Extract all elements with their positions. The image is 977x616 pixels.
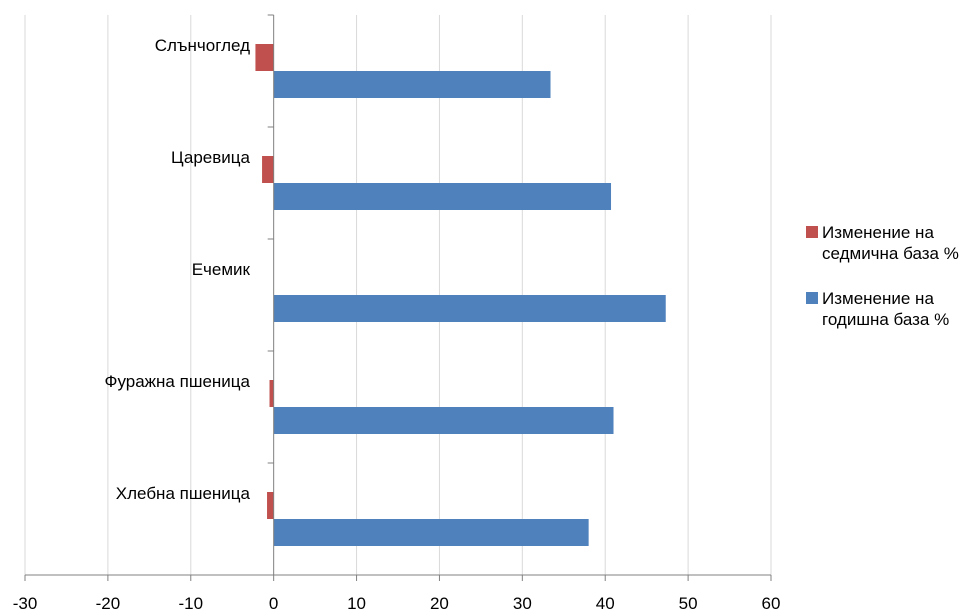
axes bbox=[24, 14, 772, 581]
x-tick-label: 50 bbox=[679, 594, 698, 613]
x-tick-label: 10 bbox=[347, 594, 366, 613]
bar-yearly-change bbox=[273, 71, 551, 98]
bar-yearly-change bbox=[273, 295, 666, 322]
x-tick-label: 20 bbox=[430, 594, 449, 613]
legend-label-weekly: Изменение на седмична база % bbox=[822, 223, 959, 263]
category-labels: Хлебна пшеница Фуражна пшеница Ечемик Царев… bbox=[105, 36, 251, 503]
x-tick-label: 0 bbox=[269, 594, 278, 613]
legend-item-weekly: Изменение на седмична база % bbox=[806, 222, 976, 264]
bar-yearly-change bbox=[273, 407, 614, 434]
bar-weekly-change bbox=[262, 156, 274, 183]
bar-weekly-change bbox=[255, 44, 274, 71]
x-tick-label: -20 bbox=[96, 594, 121, 613]
bar-yearly-change bbox=[273, 183, 612, 210]
x-tick-label: 60 bbox=[762, 594, 781, 613]
x-tick-label: 30 bbox=[513, 594, 532, 613]
bars bbox=[255, 44, 666, 546]
category-label: Фуражна пшеница bbox=[105, 372, 251, 391]
bar-weekly-change bbox=[267, 492, 274, 519]
legend-swatch-yearly bbox=[806, 292, 818, 304]
tick-labels: -30 -20 -10 0 10 20 30 40 50 60 bbox=[13, 594, 781, 613]
category-label: Слънчоглед bbox=[155, 36, 250, 55]
category-label: Хлебна пшеница bbox=[116, 484, 251, 503]
bar-yearly-change bbox=[273, 519, 589, 546]
legend-item-yearly: Изменение на годишна база % bbox=[806, 288, 976, 330]
category-label: Ечемик bbox=[192, 260, 251, 279]
category-label: Царевица bbox=[171, 148, 251, 167]
legend-swatch-weekly bbox=[806, 226, 818, 238]
bar-weekly-change bbox=[269, 380, 274, 407]
x-tick-label: -30 bbox=[13, 594, 38, 613]
x-tick-label: -10 bbox=[178, 594, 203, 613]
legend: Изменение на седмична база % Изменение н… bbox=[806, 222, 976, 354]
legend-label-yearly: Изменение на годишна база % bbox=[822, 289, 950, 329]
x-tick-label: 40 bbox=[596, 594, 615, 613]
